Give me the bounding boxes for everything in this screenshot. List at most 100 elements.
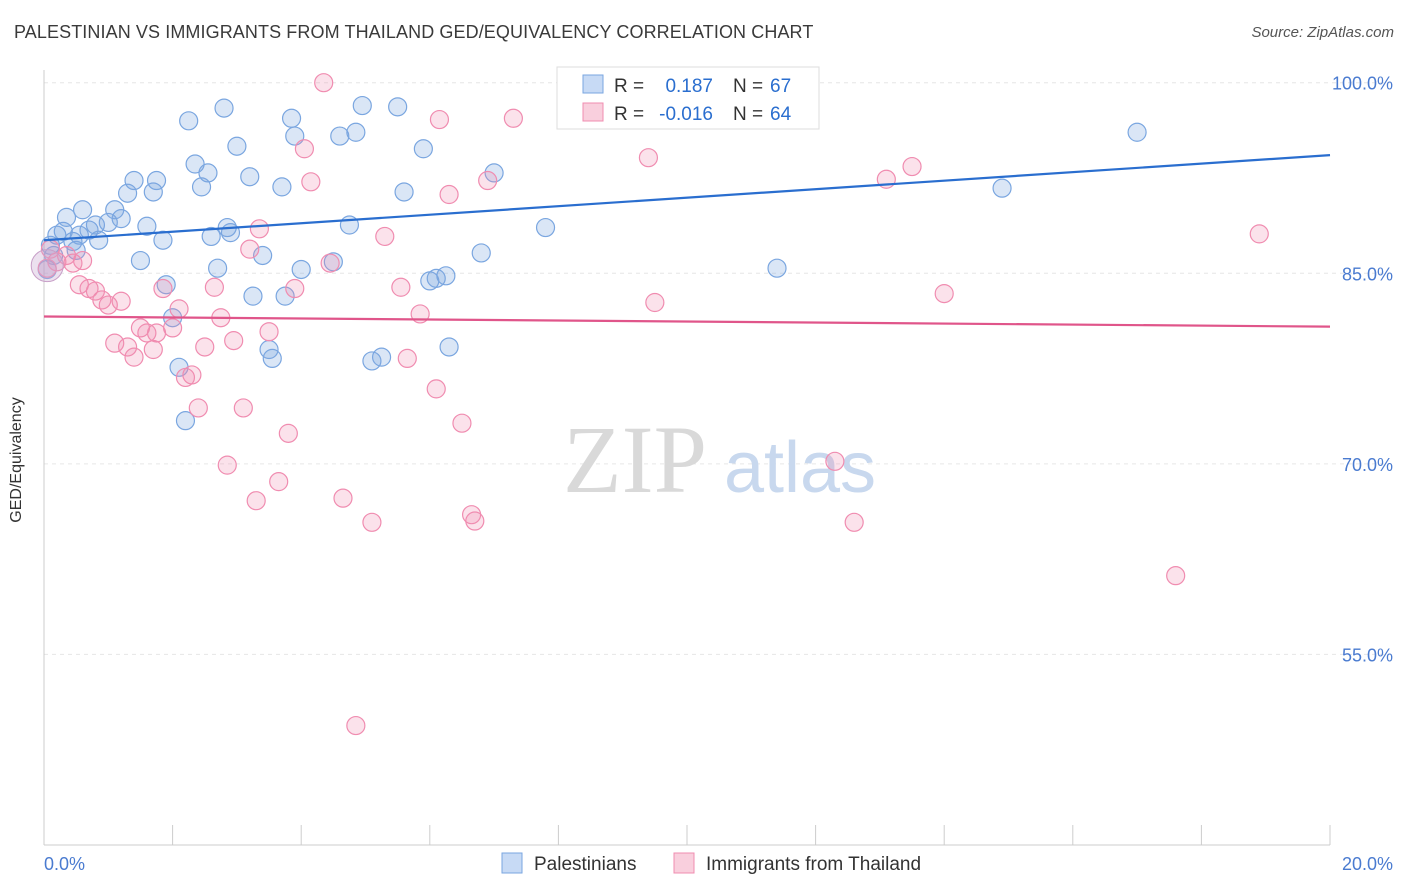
point-palestinians <box>124 170 144 191</box>
point-thailand <box>439 184 459 205</box>
point-thailand <box>320 253 340 273</box>
chart-source: Source: ZipAtlas.com <box>1251 24 1394 41</box>
stats-swatch-blue <box>582 74 604 94</box>
point-palestinians <box>352 95 372 116</box>
point-thailand <box>111 291 131 311</box>
tick-labels: 55.0% 70.0% 85.0% 100.0% 0.0% 20.0% <box>44 74 1393 874</box>
point-thailand <box>478 170 498 191</box>
legend-label-thailand: Immigrants from Thailand <box>706 854 921 875</box>
point-thailand <box>638 148 659 168</box>
point-thailand <box>217 455 237 475</box>
point-thailand <box>465 511 485 531</box>
point-thailand <box>188 398 208 418</box>
point-palestinians <box>371 347 392 367</box>
point-thailand <box>117 337 138 357</box>
point-palestinians <box>439 337 459 357</box>
point-palestinians <box>56 207 77 227</box>
point-thailand <box>346 715 366 736</box>
point-palestinians <box>66 240 86 261</box>
point-thailand <box>934 284 954 304</box>
trend-line-thailand <box>43 315 1331 328</box>
chart-title: PALESTINIAN VS IMMIGRANTS FROM THAILAND … <box>14 22 814 42</box>
point-thailand <box>429 109 450 130</box>
point-palestinians <box>285 126 305 146</box>
point-thailand <box>269 472 289 492</box>
point-thailand <box>1166 566 1186 586</box>
point-thailand <box>169 299 189 319</box>
stats-n-value-2: 64 <box>770 104 792 125</box>
stats-n-label-1: N = <box>733 76 763 97</box>
point-thailand <box>333 488 353 508</box>
point-palestinians <box>146 170 167 191</box>
point-thailand <box>645 292 665 313</box>
trend-line-palestinians <box>43 154 1331 242</box>
point-thailand <box>825 451 845 471</box>
point-palestinians <box>153 230 173 250</box>
stats-n-value-1: 67 <box>770 76 791 97</box>
bottom-legend: Palestinians Immigrants from Thailand <box>501 852 921 875</box>
point-thailand <box>105 333 125 353</box>
point-thailand <box>397 348 417 369</box>
point-thailand <box>285 278 305 299</box>
point-palestinians <box>143 182 163 202</box>
point-palestinians <box>394 182 414 202</box>
point-palestinians <box>220 223 241 243</box>
x-tick-label-start: 0.0% <box>44 854 85 874</box>
point-palestinians <box>130 250 151 271</box>
point-palestinians <box>111 209 131 229</box>
point-palestinians <box>330 126 350 146</box>
point-palestinians <box>201 226 221 247</box>
point-palestinians <box>291 259 311 280</box>
point-thailand <box>246 491 266 511</box>
stats-r-value-1: 0.187 <box>665 76 713 97</box>
point-palestinians <box>1127 122 1147 142</box>
point-palestinians <box>240 167 260 187</box>
point-thailand <box>204 277 224 297</box>
point-palestinians <box>137 216 157 236</box>
point-palestinians <box>89 230 109 250</box>
point-thailand <box>452 413 472 433</box>
stats-legend: R = 0.187 N = 67 R = -0.016 N = 64 <box>556 66 820 130</box>
x-tick-label-end: 20.0% <box>1342 854 1393 874</box>
point-thailand <box>124 347 144 367</box>
stats-n-label-2: N = <box>733 104 763 125</box>
point-thailand <box>182 365 202 385</box>
point-palestinians <box>275 286 295 306</box>
grid-lines <box>44 82 1390 655</box>
point-palestinians <box>208 258 228 278</box>
point-palestinians <box>69 225 89 245</box>
y-tick-label: 70.0% <box>1342 455 1393 475</box>
y-tick-label: 55.0% <box>1342 645 1393 665</box>
point-thailand <box>163 318 183 338</box>
trend-lines <box>43 154 1331 328</box>
point-palestinians <box>362 351 382 371</box>
stats-swatch-pink <box>582 102 604 122</box>
point-thailand <box>240 239 260 259</box>
stats-r-label-2: R = <box>614 104 644 125</box>
point-thailand <box>98 295 118 315</box>
point-palestinians <box>262 348 282 369</box>
point-thailand <box>844 512 864 532</box>
point-palestinians <box>79 220 99 240</box>
data-points <box>30 73 1269 736</box>
point-thailand <box>391 277 411 297</box>
point-thailand <box>278 423 298 443</box>
point-thailand <box>249 219 270 239</box>
point-thailand <box>92 290 112 310</box>
point-palestinians <box>175 411 196 431</box>
point-thailand <box>233 398 253 418</box>
point-palestinians <box>227 136 247 156</box>
point-palestinians <box>198 163 218 183</box>
legend-swatch-palestinians <box>501 852 523 874</box>
point-palestinians <box>767 258 787 278</box>
point-thailand <box>314 73 334 93</box>
watermark: ZIP atlas <box>563 406 876 513</box>
point-thailand <box>301 172 321 192</box>
point-thailand <box>362 512 382 532</box>
y-tick-label: 100.0% <box>1332 74 1393 94</box>
point-thailand <box>503 108 523 128</box>
point-palestinians <box>272 177 292 197</box>
point-thailand <box>195 337 215 357</box>
point-palestinians <box>72 200 93 220</box>
point-palestinians <box>992 178 1012 198</box>
